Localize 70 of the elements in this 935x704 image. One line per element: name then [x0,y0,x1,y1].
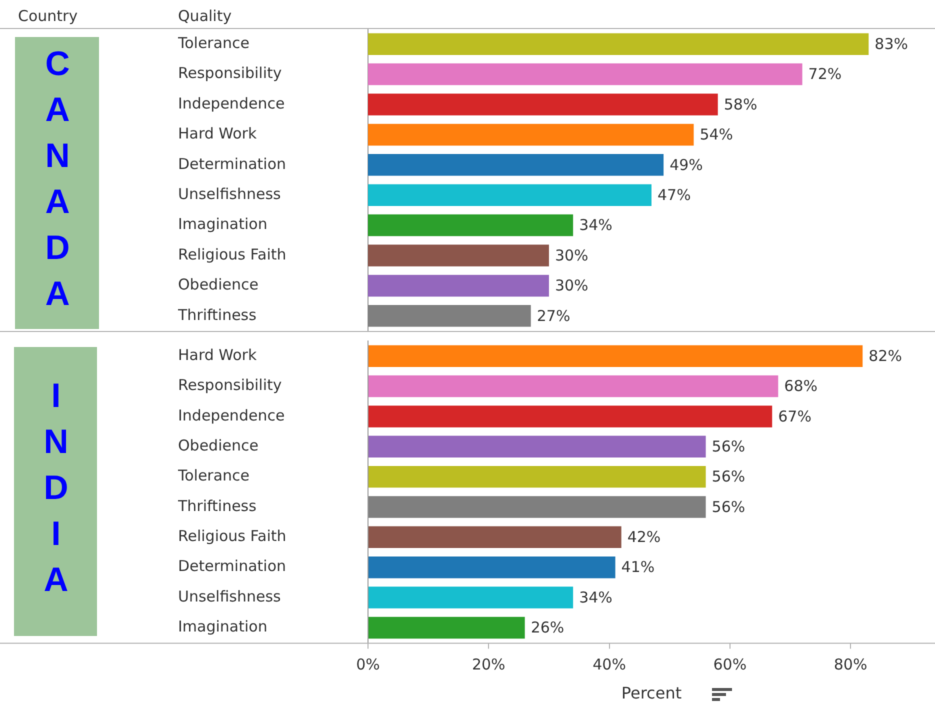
bar [368,496,706,518]
data-label: 83% [874,34,908,53]
x-tick-label: 20% [472,656,506,674]
y-tick-label: Hard Work [178,124,257,143]
data-label: 34% [579,216,612,234]
y-tick-label: Thriftiness [177,306,257,324]
y-tick-label: Thriftiness [177,496,257,515]
data-label: 30% [554,246,588,264]
data-label: 56% [712,438,746,456]
data-label: 72% [808,65,842,84]
bar [368,244,549,266]
y-tick-label: Obedience [178,436,258,455]
bar [368,63,802,86]
y-tick-label: Hard Work [178,346,257,364]
bar [368,436,706,458]
y-tick-label: Independence [178,406,285,424]
data-label: 26% [530,618,564,637]
data-label: 47% [658,186,691,204]
data-label: 34% [579,588,612,606]
x-tick-label: 60% [713,656,747,674]
bar [368,154,664,176]
bar [368,305,531,327]
bar [368,586,574,608]
bar [368,94,718,116]
y-tick-label: Obedience [178,276,258,294]
y-tick-label: Unselfishness [178,587,282,606]
x-tick-label: 0% [356,656,380,674]
bar [368,526,622,548]
text: Country [18,6,78,25]
y-tick-label: Unselfishness [178,184,282,203]
bar [368,616,525,639]
y-tick-label: Imagination [178,618,268,636]
x-tick-label: 80% [834,656,868,674]
data-label: 68% [784,377,818,396]
bar [368,274,549,297]
data-label: 54% [700,126,734,144]
y-tick-label: Tolerance [177,34,250,52]
bar [368,124,694,146]
bar [368,214,574,236]
bar [368,406,772,428]
y-tick-label: Independence [178,94,285,112]
y-tick-label: Religious Faith [178,245,286,264]
data-label: 56% [712,468,746,486]
y-tick-label: Imagination [178,215,268,234]
data-label: 58% [724,95,758,114]
x-tick-label: 40% [592,656,626,674]
bar [368,345,863,367]
data-label: 41% [621,558,655,576]
data-label: 67% [778,407,812,426]
data-label: 27% [536,306,570,325]
data-label: 49% [670,156,703,174]
y-tick-label: Tolerance [177,466,250,485]
bar [368,33,869,55]
data-label: 82% [868,346,902,365]
y-tick-label: Responsibility [178,64,282,82]
data-label: 42% [627,528,661,546]
text: CANADA [38,45,76,321]
y-tick-label: Religious Faith [178,527,286,546]
bar [368,556,616,578]
y-axis-title: Quality [178,6,232,25]
data-label: 30% [554,276,588,295]
data-label: 56% [712,498,746,516]
bar [368,375,778,398]
text: INDIA [36,376,75,606]
bar [368,466,706,488]
y-tick-label: Determination [178,154,286,173]
y-tick-label: Responsibility [178,376,282,394]
bar [368,184,652,206]
y-tick-label: Determination [178,557,286,576]
x-axis-title: Percent [621,684,682,703]
